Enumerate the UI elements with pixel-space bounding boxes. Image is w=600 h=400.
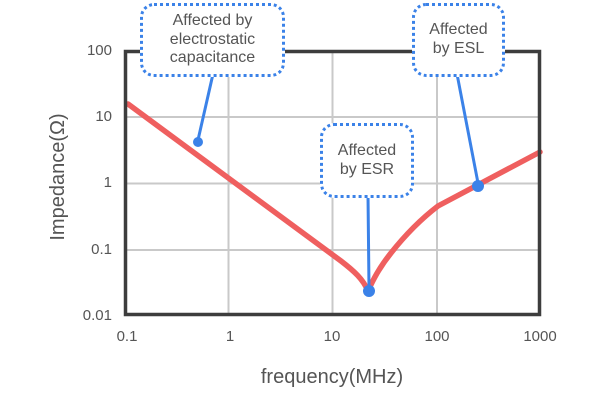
plot-frame (123, 49, 542, 317)
capacitance-point-dot (193, 137, 203, 147)
callout-esl: Affected by ESL (412, 3, 505, 77)
esl-point-dot (472, 180, 484, 192)
x-tick-1000: 1000 (523, 328, 557, 345)
callout-esr: Affected by ESR (320, 123, 414, 198)
callout-electrostatic-capacitance: Affected by electrostatic capacitance (140, 3, 285, 77)
x-tick-10: 10 (323, 328, 341, 345)
x-tick-0-1: 0.1 (116, 328, 138, 345)
y-tick-100: 100 (86, 42, 112, 59)
leader-line-esr (366, 193, 371, 290)
leader-line-esl (455, 72, 480, 185)
x-tick-100: 100 (424, 328, 450, 345)
x-tick-1: 1 (225, 328, 235, 345)
leader-line-capacitance (196, 72, 215, 142)
impedance-curve (125, 101, 543, 294)
esr-point-dot (363, 285, 375, 297)
x-axis-label: frequency(MHz) (260, 366, 404, 388)
y-tick-0-1: 0.1 (91, 241, 112, 258)
annotation-dots (193, 137, 484, 297)
y-tick-10: 10 (95, 108, 112, 125)
leader-lines (196, 72, 480, 290)
y-tick-1: 1 (103, 174, 112, 191)
y-tick-0-01: 0.01 (82, 307, 112, 324)
